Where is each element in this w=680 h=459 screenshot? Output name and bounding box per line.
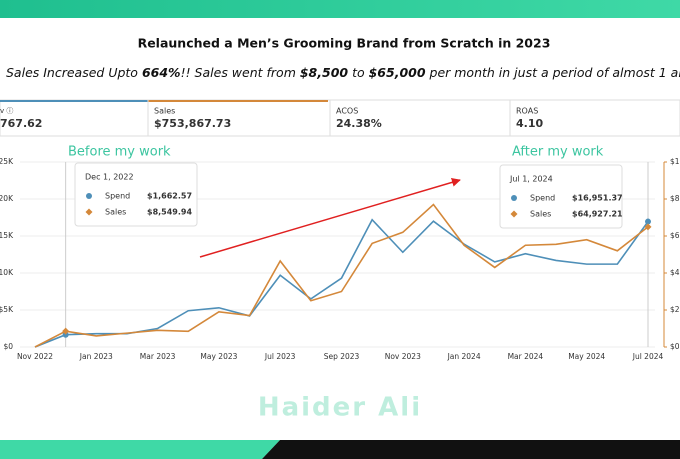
x-tick-label: May 2024 bbox=[568, 352, 605, 361]
legend-marker bbox=[511, 195, 517, 201]
x-tick-label: Nov 2023 bbox=[385, 352, 421, 361]
value-label: $8,549.94 bbox=[147, 208, 192, 217]
footer-dark bbox=[262, 440, 680, 459]
plot: $0 $5K $10K $15K $20K $25K $0 $20K $40K $60K $80K $… bbox=[0, 157, 680, 361]
annotation: After my work bbox=[512, 145, 604, 160]
y-tick-label: $0 bbox=[3, 342, 13, 351]
value-label: $1,662.57 bbox=[147, 192, 192, 201]
subtitle-part: Sales Increased Upto bbox=[6, 65, 142, 80]
value-label: $16,951.37 bbox=[572, 194, 623, 203]
value-label: $64,927.21 bbox=[572, 210, 623, 219]
metric-value: 24.38% bbox=[336, 117, 382, 130]
point-marker bbox=[62, 331, 69, 338]
y-tick-label: $25K bbox=[0, 157, 14, 166]
metric-label: Sales bbox=[154, 107, 175, 116]
legend-marker bbox=[510, 210, 518, 218]
x-tick-label: Jan 2023 bbox=[79, 352, 113, 361]
x-tick-label: Jan 2024 bbox=[447, 352, 481, 361]
x-tick-label: May 2023 bbox=[200, 352, 237, 361]
point-marker bbox=[62, 327, 70, 335]
y2-tick-label: $100K bbox=[670, 157, 680, 166]
legend-label: Sales bbox=[105, 208, 126, 217]
subtitle: Sales Increased Upto 664%!! Sales went f… bbox=[6, 65, 680, 80]
subtitle-part: to bbox=[348, 65, 369, 80]
x-tick-label: Nov 2022 bbox=[17, 352, 53, 361]
metric-label: ROAS bbox=[516, 107, 538, 116]
series-line bbox=[34, 203, 649, 348]
tooltip bbox=[74, 162, 198, 227]
y2-tick-label: $80K bbox=[670, 194, 680, 203]
y-tick-label: $10K bbox=[0, 268, 14, 277]
subtitle-part: !! Sales went from bbox=[181, 65, 300, 80]
x-tick-label: Sep 2023 bbox=[324, 352, 360, 361]
metrics-row bbox=[0, 99, 680, 137]
tooltip-title: Jul 1, 2024 bbox=[509, 175, 553, 184]
metric-value: $753,867.73 bbox=[154, 117, 231, 130]
y2-tick-label: $60K bbox=[670, 231, 680, 240]
top-bar bbox=[0, 0, 680, 18]
y-tick-label: $15K bbox=[0, 231, 14, 240]
x-tick-label: Mar 2024 bbox=[508, 352, 544, 361]
y2-tick-label: $40K bbox=[670, 268, 680, 277]
legend-label: Spend bbox=[530, 194, 555, 203]
legend-label: Spend bbox=[105, 192, 130, 201]
tooltip bbox=[499, 164, 623, 229]
point-marker bbox=[645, 218, 651, 225]
annotation: Before my work bbox=[68, 145, 171, 160]
metric-value: 4.10 bbox=[516, 117, 543, 130]
subtitle-part: 664% bbox=[142, 65, 181, 80]
metric-label: ACOS bbox=[336, 107, 358, 116]
legend-marker bbox=[86, 193, 92, 199]
y-tick-label: $5K bbox=[0, 305, 14, 314]
x-tick-label: Mar 2023 bbox=[140, 352, 176, 361]
watermark: Haider Ali bbox=[258, 393, 422, 423]
metric-value: 767.62 bbox=[0, 117, 42, 130]
x-tick-label: Jul 2023 bbox=[264, 352, 296, 361]
tooltip-title: Dec 1, 2022 bbox=[85, 173, 134, 182]
footer-green bbox=[0, 440, 280, 459]
title: Relaunched a Men’s Grooming Brand from S… bbox=[138, 36, 551, 51]
subtitle-part: $65,000 bbox=[369, 65, 426, 80]
metric-icon: ⅴ ⓘ bbox=[0, 107, 13, 115]
legend-label: Sales bbox=[530, 210, 551, 219]
subtitle-part: $8,500 bbox=[300, 65, 349, 80]
arrow bbox=[199, 177, 461, 258]
subtitle-part: per month in just a period of almost 1 a… bbox=[426, 65, 680, 80]
x-tick-label: Jul 2024 bbox=[632, 352, 664, 361]
y2-tick-label: $20K bbox=[670, 305, 680, 314]
y2-tick-label: $0 bbox=[670, 342, 680, 351]
y-tick-label: $20K bbox=[0, 194, 14, 203]
point-marker bbox=[644, 223, 652, 231]
series-line bbox=[34, 218, 649, 348]
legend-marker bbox=[85, 208, 93, 216]
